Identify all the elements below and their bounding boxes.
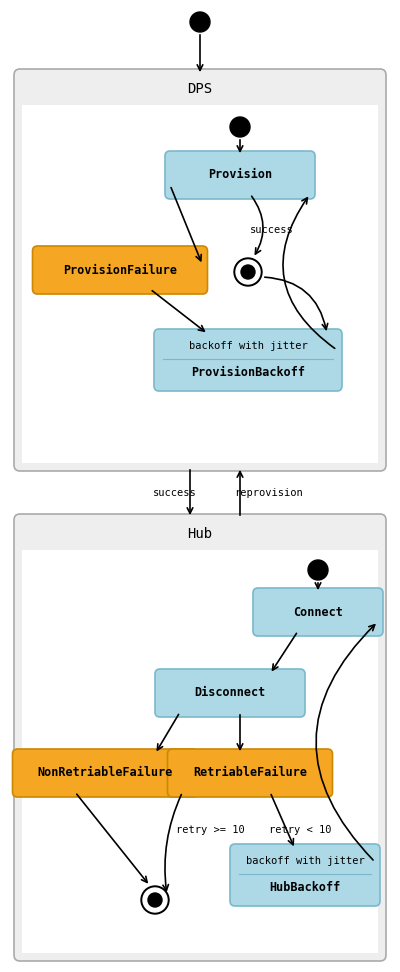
- Text: Provision: Provision: [208, 168, 272, 182]
- FancyBboxPatch shape: [22, 550, 378, 953]
- FancyBboxPatch shape: [253, 588, 383, 636]
- Circle shape: [236, 260, 260, 284]
- Circle shape: [143, 888, 167, 912]
- FancyBboxPatch shape: [14, 69, 386, 471]
- Text: success: success: [153, 488, 197, 498]
- Circle shape: [308, 560, 328, 580]
- Circle shape: [241, 265, 255, 279]
- Text: success: success: [250, 225, 294, 235]
- Text: ProvisionFailure: ProvisionFailure: [63, 263, 177, 276]
- Text: Connect: Connect: [293, 606, 343, 618]
- FancyBboxPatch shape: [12, 749, 198, 797]
- Text: retry >= 10: retry >= 10: [176, 825, 244, 835]
- Circle shape: [148, 893, 162, 907]
- FancyBboxPatch shape: [22, 105, 378, 463]
- FancyBboxPatch shape: [230, 844, 380, 906]
- Text: backoff with jitter: backoff with jitter: [189, 341, 307, 352]
- Circle shape: [234, 258, 262, 286]
- Text: HubBackoff: HubBackoff: [269, 881, 341, 894]
- FancyBboxPatch shape: [14, 514, 386, 961]
- Circle shape: [141, 886, 169, 914]
- Text: RetriableFailure: RetriableFailure: [193, 767, 307, 780]
- Text: Disconnect: Disconnect: [194, 686, 266, 700]
- Text: reprovision: reprovision: [234, 488, 302, 498]
- Text: backoff with jitter: backoff with jitter: [246, 856, 364, 866]
- Text: retry < 10: retry < 10: [269, 825, 331, 835]
- Text: NonRetriableFailure: NonRetriableFailure: [37, 767, 173, 780]
- Text: ProvisionBackoff: ProvisionBackoff: [191, 366, 305, 379]
- Circle shape: [230, 117, 250, 137]
- Circle shape: [190, 12, 210, 32]
- FancyBboxPatch shape: [154, 329, 342, 391]
- Text: DPS: DPS: [188, 82, 212, 96]
- FancyBboxPatch shape: [155, 669, 305, 717]
- FancyBboxPatch shape: [168, 749, 332, 797]
- Text: Hub: Hub: [188, 527, 212, 541]
- FancyBboxPatch shape: [32, 246, 208, 294]
- FancyBboxPatch shape: [165, 151, 315, 199]
